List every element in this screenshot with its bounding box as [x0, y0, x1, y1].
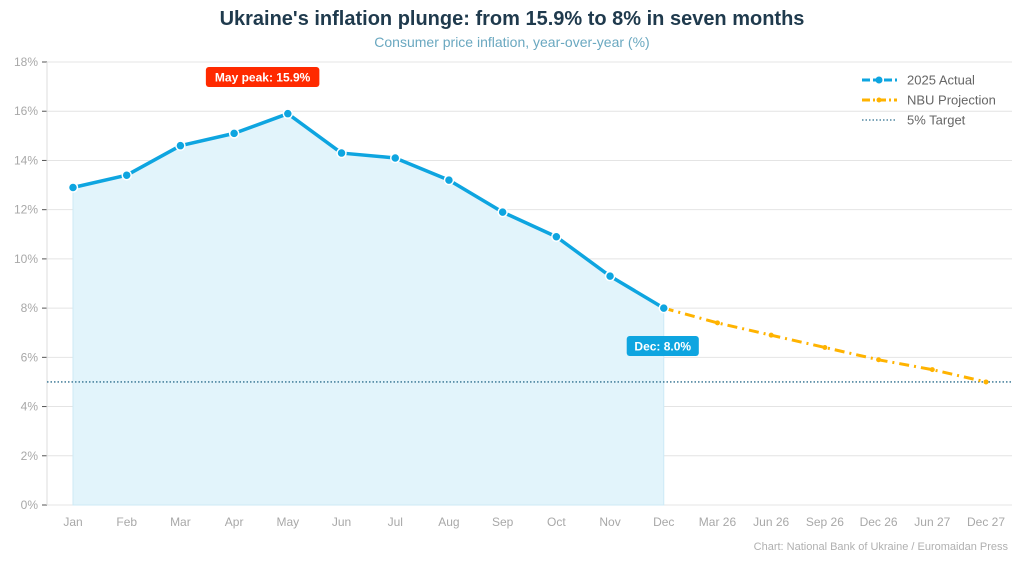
x-tick-label: Mar [170, 515, 191, 529]
x-tick-label: Apr [225, 515, 244, 529]
x-tick-label: Feb [116, 515, 137, 529]
y-tick-label: 4% [21, 400, 39, 414]
y-tick-label: 18% [14, 55, 38, 69]
actual-area [72, 113, 665, 506]
y-tick-label: 2% [21, 449, 39, 463]
x-tick-label: Sep [492, 515, 514, 529]
chart-title: Ukraine's inflation plunge: from 15.9% t… [219, 8, 805, 30]
y-tick-label: 6% [21, 350, 39, 364]
x-tick-label: Jun [332, 515, 351, 529]
actual-point [228, 128, 240, 139]
y-tick-label: 0% [21, 498, 39, 512]
actual-line [72, 111, 665, 310]
y-tick-label: 8% [21, 301, 39, 315]
annotation-label: May peak: 15.9% [215, 71, 311, 85]
projection-point [876, 357, 882, 363]
legend-label: NBU Projection [907, 93, 996, 108]
y-tick-label: 16% [14, 104, 38, 118]
x-tick-label: Sep 26 [806, 515, 844, 529]
projection-point [822, 344, 828, 350]
actual-point [497, 206, 508, 218]
projection-point [768, 332, 774, 338]
actual-point [67, 182, 79, 193]
actual-point [443, 174, 455, 186]
x-tick-label: Dec 27 [967, 515, 1005, 529]
legend-label: 2025 Actual [907, 73, 975, 88]
legend-marker [875, 76, 883, 84]
projection-point [714, 320, 720, 326]
actual-point [336, 147, 347, 159]
annotation-box [626, 336, 699, 356]
x-tick-label: Jun 27 [914, 515, 950, 529]
x-tick-label: Jun 26 [753, 515, 789, 529]
actual-point [551, 231, 562, 242]
x-tick-label: Jul [388, 515, 403, 529]
legend-marker [876, 97, 882, 103]
x-tick-label: May [276, 515, 299, 529]
actual-point [658, 302, 670, 314]
actual-point [121, 169, 132, 181]
x-tick-label: Mar 26 [699, 515, 737, 529]
annotation-box [205, 67, 320, 87]
actual-point [604, 270, 616, 282]
x-tick-label: Dec [653, 515, 674, 529]
actual-point [389, 152, 401, 164]
x-tick-label: Aug [438, 515, 459, 529]
chart-subtitle: Consumer price inflation, year-over-year… [374, 34, 650, 50]
x-tick-label: Dec 26 [860, 515, 898, 529]
y-tick-label: 14% [14, 153, 38, 167]
y-tick-label: 12% [14, 203, 38, 217]
x-tick-label: Oct [547, 515, 566, 529]
projection-point [929, 367, 935, 373]
actual-point [282, 108, 294, 119]
y-tick-label: 10% [14, 252, 38, 266]
x-tick-label: Nov [599, 515, 620, 529]
source-note: Chart: National Bank of Ukraine / Euroma… [753, 541, 1008, 553]
actual-point [175, 140, 186, 151]
legend-label: 5% Target [907, 113, 966, 128]
projection-point [983, 379, 989, 385]
annotation-label: Dec: 8.0% [634, 340, 691, 354]
x-tick-label: Jan [63, 515, 82, 529]
